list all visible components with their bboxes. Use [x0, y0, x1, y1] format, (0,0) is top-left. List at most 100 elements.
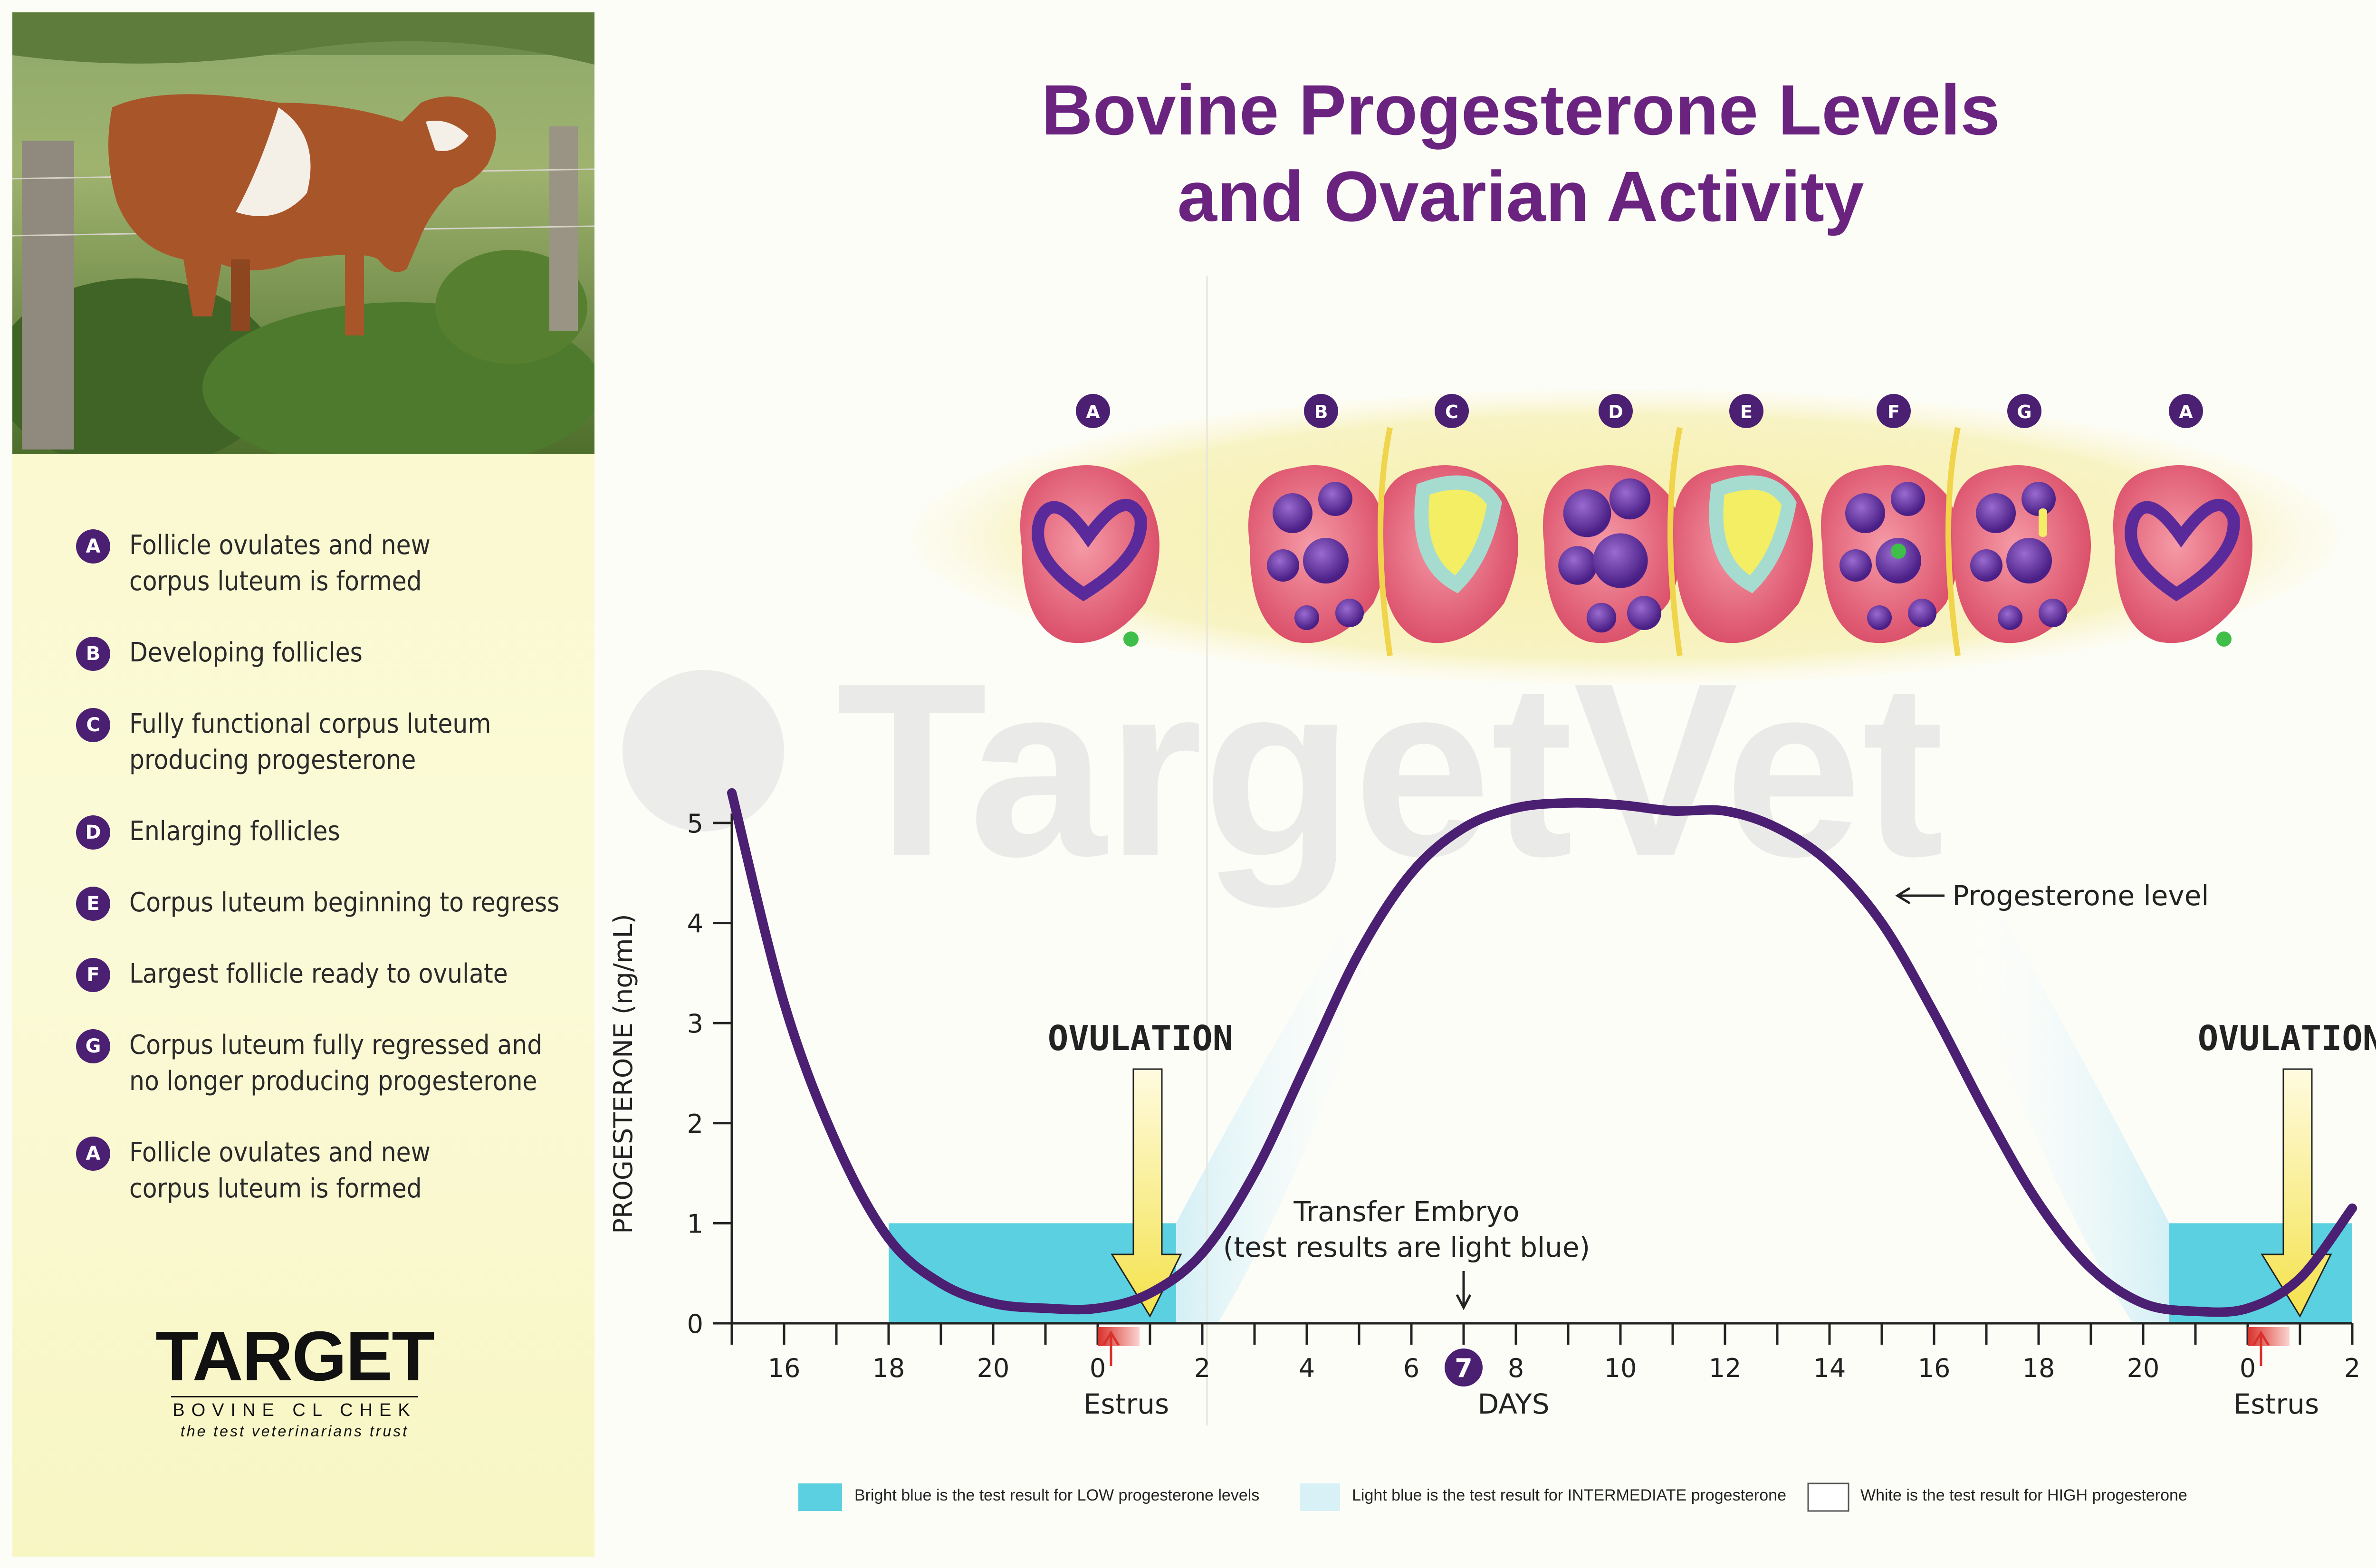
transfer-arrow-icon [1456, 1271, 1472, 1310]
legend-badge: E [76, 887, 110, 921]
y-tick-label: 1 [687, 1209, 703, 1239]
stage-badge-label: B [1314, 402, 1328, 422]
ovulation-label: OVULATION [1048, 1018, 1233, 1058]
stage-badge-a [1076, 394, 1110, 428]
legend-badge: A [76, 529, 110, 564]
follicle [1845, 493, 1885, 533]
follicle [1627, 596, 1661, 630]
x-tick-label: 18 [2022, 1353, 2055, 1383]
y-tick-label: 4 [687, 909, 703, 939]
x-tick-label: 0 [1090, 1353, 1106, 1383]
corpus-luteum-ring [1032, 498, 1147, 602]
follicle [1908, 599, 1936, 627]
cow-photo [12, 12, 594, 454]
footer-label-intermediate: Light blue is the test result for INTERM… [1352, 1486, 1786, 1504]
chart-title: Bovine Progesterone Levels and Ovarian A… [855, 67, 2186, 239]
y-tick-label: 2 [687, 1109, 703, 1139]
stage-badge-a [2169, 394, 2203, 428]
stage-badge-c [1435, 394, 1469, 428]
corpus-luteum [1709, 475, 1797, 593]
chart-title-line-2: and Ovarian Activity [1177, 156, 1864, 236]
x-tick-label: 16 [1918, 1353, 1951, 1383]
oocyte-icon [1891, 544, 1906, 559]
legend-text: Developing follicles [129, 637, 363, 668]
ovary-illustration-d [1542, 465, 1682, 643]
ovary-illustration-a [1020, 465, 1159, 647]
footer-label-low: Bright blue is the test result for LOW p… [854, 1486, 1260, 1504]
progesterone-curve [727, 788, 2357, 1317]
cycle-divider [1667, 427, 1683, 656]
x-tick-label: 10 [1604, 1353, 1637, 1383]
follicle [1558, 546, 1597, 585]
x-tick-label: 12 [1709, 1353, 1742, 1383]
follicle [1998, 605, 2022, 630]
legend-text: Follicle ovulates and new corpus luteum … [129, 530, 431, 597]
stage-badge-label: D [1608, 402, 1623, 422]
brand-logo: TARGET BOVINE CL CHEK the test veterinar… [143, 1321, 447, 1440]
chart-title-line-1: Bovine Progesterone Levels [1041, 70, 2000, 150]
y-tick-label: 3 [687, 1009, 703, 1039]
series-label: Progesterone level [1953, 880, 2209, 912]
estrus-label: Estrus [1083, 1388, 1169, 1420]
follicle [1273, 493, 1313, 533]
estrus-arrow-icon [1102, 1330, 1120, 1366]
series-pointer-icon [1895, 887, 1945, 905]
estrus-label: Estrus [2233, 1388, 2319, 1420]
legend-text: Follicle ovulates and new corpus luteum … [129, 1137, 431, 1204]
cycle-divider [1945, 427, 1961, 656]
stage-badge-e [1729, 394, 1763, 428]
corpus-luteum-ring [2125, 498, 2240, 602]
footer-swatch-low [798, 1483, 842, 1511]
x-tick-label: 16 [768, 1353, 801, 1383]
follicle [1563, 489, 1611, 537]
legend-text: Enlarging follicles [129, 816, 340, 847]
stage-badge-label: F [1887, 402, 1900, 422]
x-tick-label: 4 [1299, 1353, 1315, 1383]
follicle [2022, 482, 2056, 516]
x-tick-label: 0 [2240, 1353, 2256, 1383]
watermark-logo-icon [623, 670, 784, 832]
x-tick-label: 7 [1455, 1353, 1473, 1383]
ovulation-label: OVULATION [2198, 1018, 2376, 1058]
stage-badge-label: A [2179, 402, 2193, 422]
ovary-illustration-g [1951, 465, 2091, 643]
x-tick-label: 18 [872, 1353, 905, 1383]
follicle [2039, 599, 2067, 627]
y-tick-label: 0 [687, 1309, 703, 1339]
legend-badge: A [76, 1137, 110, 1171]
footer-swatch-high [1807, 1482, 1849, 1512]
legend-badge: C [76, 708, 110, 742]
x-axis-label: DAYS [1477, 1388, 1549, 1420]
regressed-corpus-luteum [2039, 508, 2047, 537]
legend-badge: B [76, 637, 110, 671]
legend-badge: G [76, 1029, 110, 1063]
stage-badge-f [1877, 394, 1911, 428]
follicle [1970, 549, 2002, 582]
legend-badge: F [76, 958, 110, 992]
brand-subtitle: BOVINE CL CHEK [172, 1400, 417, 1420]
legend-text: Corpus luteum beginning to regress [129, 887, 560, 918]
ovulation-arrow-icon [2261, 1068, 2332, 1318]
transfer-embryo-sublabel: (test results are light blue) [1223, 1231, 1590, 1263]
ovary-illustration-e [1673, 465, 1813, 643]
follicle [1609, 478, 1651, 520]
ovary-illustration-b [1248, 465, 1388, 643]
legend-text: Fully functional corpus luteum producing… [129, 708, 491, 775]
brand-tagline: the test veterinarians trust [180, 1423, 409, 1440]
corpus-luteum [1414, 475, 1502, 593]
ovary-illustration-f [1820, 465, 1960, 643]
follicle [1318, 482, 1352, 516]
estrus-arrow-icon [2252, 1330, 2270, 1366]
stage-badge-b [1304, 394, 1338, 428]
x-tick-label: 14 [1813, 1353, 1846, 1383]
follicle [1335, 599, 1364, 627]
y-tick-label: 5 [687, 809, 703, 839]
ovulated-egg-icon [1123, 631, 1139, 647]
follicle [1294, 605, 1319, 630]
stage-badge-label: E [1740, 402, 1753, 422]
brand-divider [171, 1396, 418, 1397]
follicle [1839, 549, 1872, 582]
intermediate-zone-falling [1955, 903, 2169, 1323]
